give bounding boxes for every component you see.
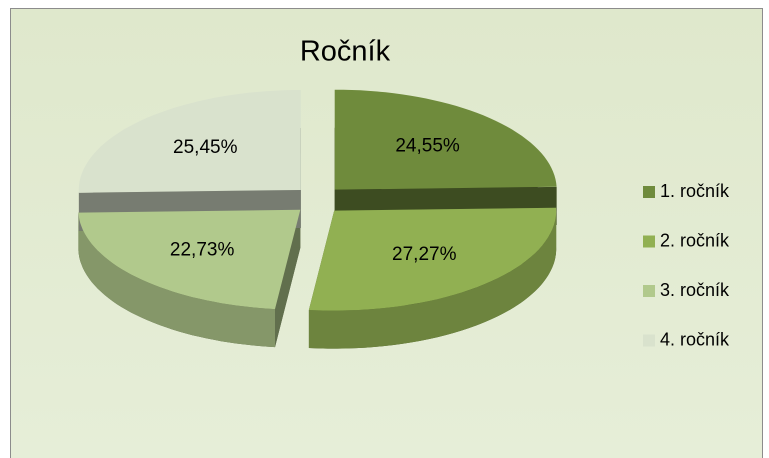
slice xyxy=(308,207,557,311)
legend-label: 3. ročník xyxy=(660,280,730,300)
legend-label: 2. ročník xyxy=(660,230,730,250)
slice xyxy=(334,89,557,190)
chart-title: Ročník xyxy=(300,36,391,68)
slice-side xyxy=(308,210,557,349)
data-label: 25,45% xyxy=(173,137,238,158)
slice-side xyxy=(78,212,276,348)
legend-label: 4. ročník xyxy=(660,329,730,349)
legend-swatch xyxy=(643,334,655,347)
slice xyxy=(78,209,301,310)
legend-swatch xyxy=(643,235,655,248)
slice xyxy=(78,90,301,193)
data-label: 24,55% xyxy=(395,136,460,157)
legend-swatch xyxy=(643,186,655,198)
legend-label: 1. ročník xyxy=(660,181,730,201)
data-label: 22,73% xyxy=(170,239,235,260)
legend: 1. ročník 2. ročník 3. ročník 4. ročník xyxy=(643,181,730,349)
data-label: 27,27% xyxy=(392,244,457,265)
legend-swatch xyxy=(643,285,655,297)
pie: 24,55% 27,27% 22,73% 25,45% xyxy=(78,89,557,349)
